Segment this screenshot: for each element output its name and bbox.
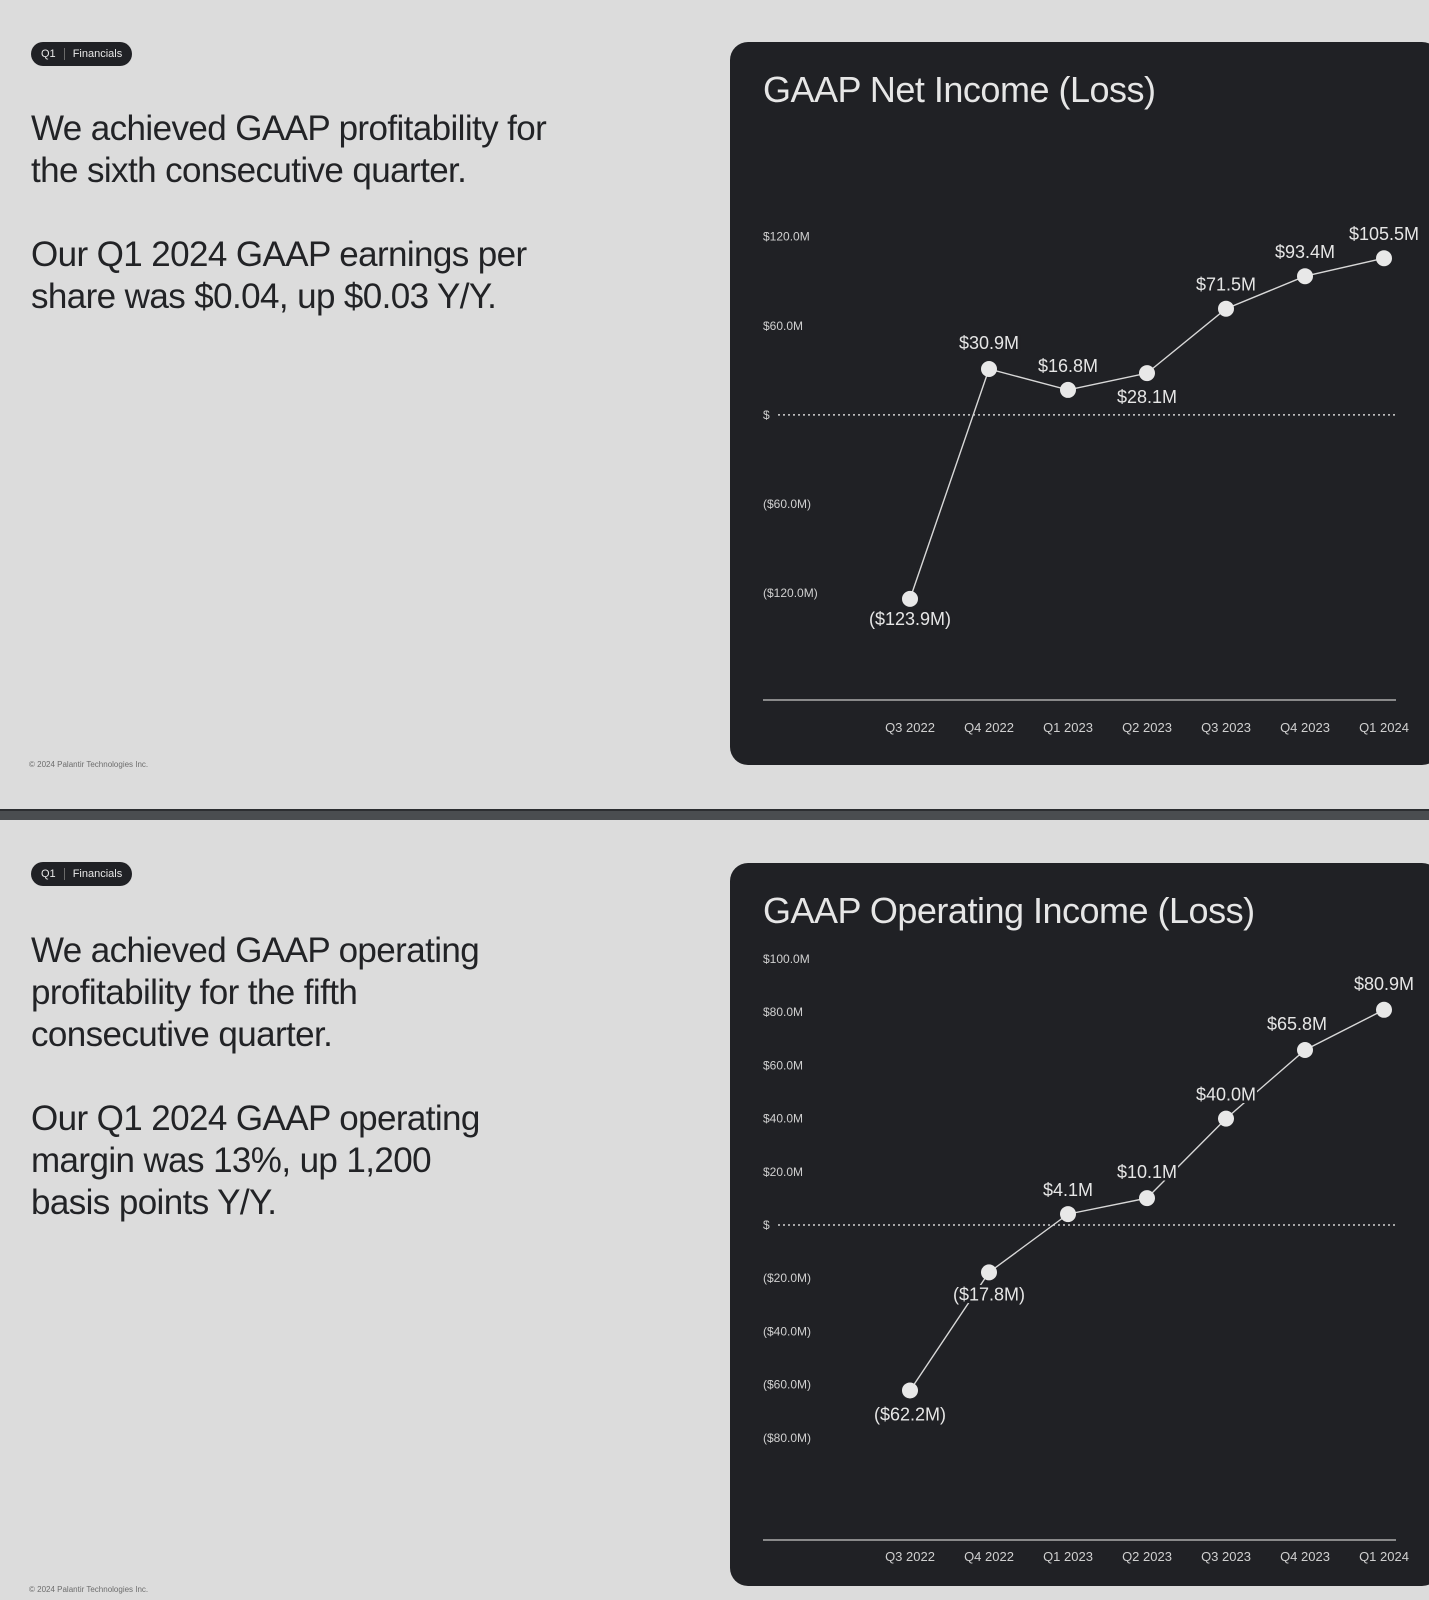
copyright-footer: © 2024 Palantir Technologies Inc. xyxy=(29,1585,149,1594)
net-income-chart: $120.0M $60.0M $ ($60.0M) ($120.0M) Q3 2022 Q4… xyxy=(763,222,1422,735)
x-tick-label: Q1 2023 xyxy=(1043,720,1093,735)
data-label: ($123.9M) xyxy=(869,609,951,629)
data-point xyxy=(981,360,997,377)
data-label: $16.8M xyxy=(1038,356,1098,376)
data-label: $40.0M xyxy=(1196,1085,1256,1105)
y-tick-label: ($60.0M) xyxy=(763,1378,811,1392)
x-tick-label: Q1 2024 xyxy=(1359,1549,1409,1564)
chart-title: GAAP Operating Income (Loss) xyxy=(763,890,1255,931)
operating-income-chart: $100.0M $80.0M $60.0M $40.0M $20.0M $ ($20.0M)… xyxy=(763,952,1417,1564)
y-tick-label: $ xyxy=(763,1218,770,1232)
slide-operating-income: Q1 Financials We achieved GAAP operating… xyxy=(0,820,1429,1600)
x-tick-label: Q3 2022 xyxy=(885,1549,935,1564)
data-point xyxy=(1139,1190,1155,1207)
y-tick-label: $80.0M xyxy=(763,1005,803,1019)
chart-title: GAAP Net Income (Loss) xyxy=(763,69,1156,110)
data-point xyxy=(1139,365,1155,382)
y-tick-label: $100.0M xyxy=(763,952,810,966)
data-point xyxy=(1060,1206,1076,1223)
data-label: ($17.8M) xyxy=(953,1284,1025,1304)
detail-paragraph: Our Q1 2024 GAAP operating margin was 13… xyxy=(31,1099,480,1222)
badge-section: Financials xyxy=(72,868,123,880)
data-label: $71.5M xyxy=(1196,275,1256,295)
data-label: $80.9M xyxy=(1354,974,1414,994)
data-point xyxy=(1218,300,1234,317)
data-point xyxy=(1376,1001,1392,1018)
slide-net-income: Q1 Financials We achieved GAAP profitabi… xyxy=(29,42,1429,769)
data-point xyxy=(1297,1041,1313,1058)
x-tick-label: Q4 2023 xyxy=(1280,720,1330,735)
data-label: $10.1M xyxy=(1117,1162,1177,1182)
data-label: $4.1M xyxy=(1043,1180,1093,1200)
chart-panel: GAAP Net Income (Loss) $120.0M $60.0M $ ($6… xyxy=(730,42,1429,765)
y-tick-label: ($80.0M) xyxy=(763,1431,811,1445)
x-tick-label: Q4 2022 xyxy=(964,720,1014,735)
y-tick-label: $ xyxy=(763,408,770,422)
section-badge: Q1 Financials xyxy=(31,42,133,66)
badge-section: Financials xyxy=(72,48,123,60)
slide-divider xyxy=(0,809,1429,820)
data-label: $105.5M xyxy=(1349,224,1419,244)
x-tick-label: Q3 2022 xyxy=(885,720,935,735)
x-tick-label: Q1 2024 xyxy=(1359,720,1409,735)
data-point xyxy=(1376,250,1392,267)
data-point xyxy=(981,1264,997,1281)
y-tick-label: $120.0M xyxy=(763,230,810,244)
y-tick-label: $60.0M xyxy=(763,319,803,333)
data-label: $28.1M xyxy=(1117,387,1177,407)
x-tick-label: Q3 2023 xyxy=(1201,720,1251,735)
data-point xyxy=(902,1382,918,1399)
y-tick-label: ($40.0M) xyxy=(763,1324,811,1338)
y-tick-label: $20.0M xyxy=(763,1165,803,1179)
data-label: ($62.2M) xyxy=(874,1404,946,1424)
headline-paragraph: We achieved GAAP profitability for the s… xyxy=(31,109,547,190)
data-label: $93.4M xyxy=(1275,242,1335,262)
series-line xyxy=(909,257,1385,600)
slide-copy: We achieved GAAP profitability for the s… xyxy=(31,108,601,318)
y-tick-label: ($60.0M) xyxy=(763,497,811,511)
x-tick-label: Q2 2023 xyxy=(1122,1549,1172,1564)
detail-paragraph: Our Q1 2024 GAAP earnings per share was … xyxy=(31,235,527,316)
data-label: $65.8M xyxy=(1267,1014,1327,1034)
x-tick-label: Q3 2023 xyxy=(1201,1549,1251,1564)
badge-quarter: Q1 xyxy=(41,48,65,60)
headline-paragraph: We achieved GAAP operating profitability… xyxy=(31,931,480,1054)
chart-panel: GAAP Operating Income (Loss) $100.0M $80.… xyxy=(730,863,1429,1586)
x-tick-label: Q1 2023 xyxy=(1043,1549,1093,1564)
badge-quarter: Q1 xyxy=(41,868,65,880)
copyright-footer: © 2024 Palantir Technologies Inc. xyxy=(29,760,149,769)
x-tick-label: Q4 2023 xyxy=(1280,1549,1330,1564)
y-tick-label: $40.0M xyxy=(763,1112,803,1126)
x-tick-label: Q2 2023 xyxy=(1122,720,1172,735)
section-badge: Q1 Financials xyxy=(31,862,133,886)
data-label: $30.9M xyxy=(959,333,1019,353)
data-point xyxy=(902,590,918,607)
data-point xyxy=(1297,268,1313,285)
slide-copy: We achieved GAAP operating profitability… xyxy=(31,930,491,1224)
y-tick-label: ($20.0M) xyxy=(763,1271,811,1285)
x-tick-label: Q4 2022 xyxy=(964,1549,1014,1564)
data-point xyxy=(1060,381,1076,398)
data-point xyxy=(1218,1110,1234,1127)
y-tick-label: $60.0M xyxy=(763,1058,803,1072)
y-tick-label: ($120.0M) xyxy=(763,586,818,600)
